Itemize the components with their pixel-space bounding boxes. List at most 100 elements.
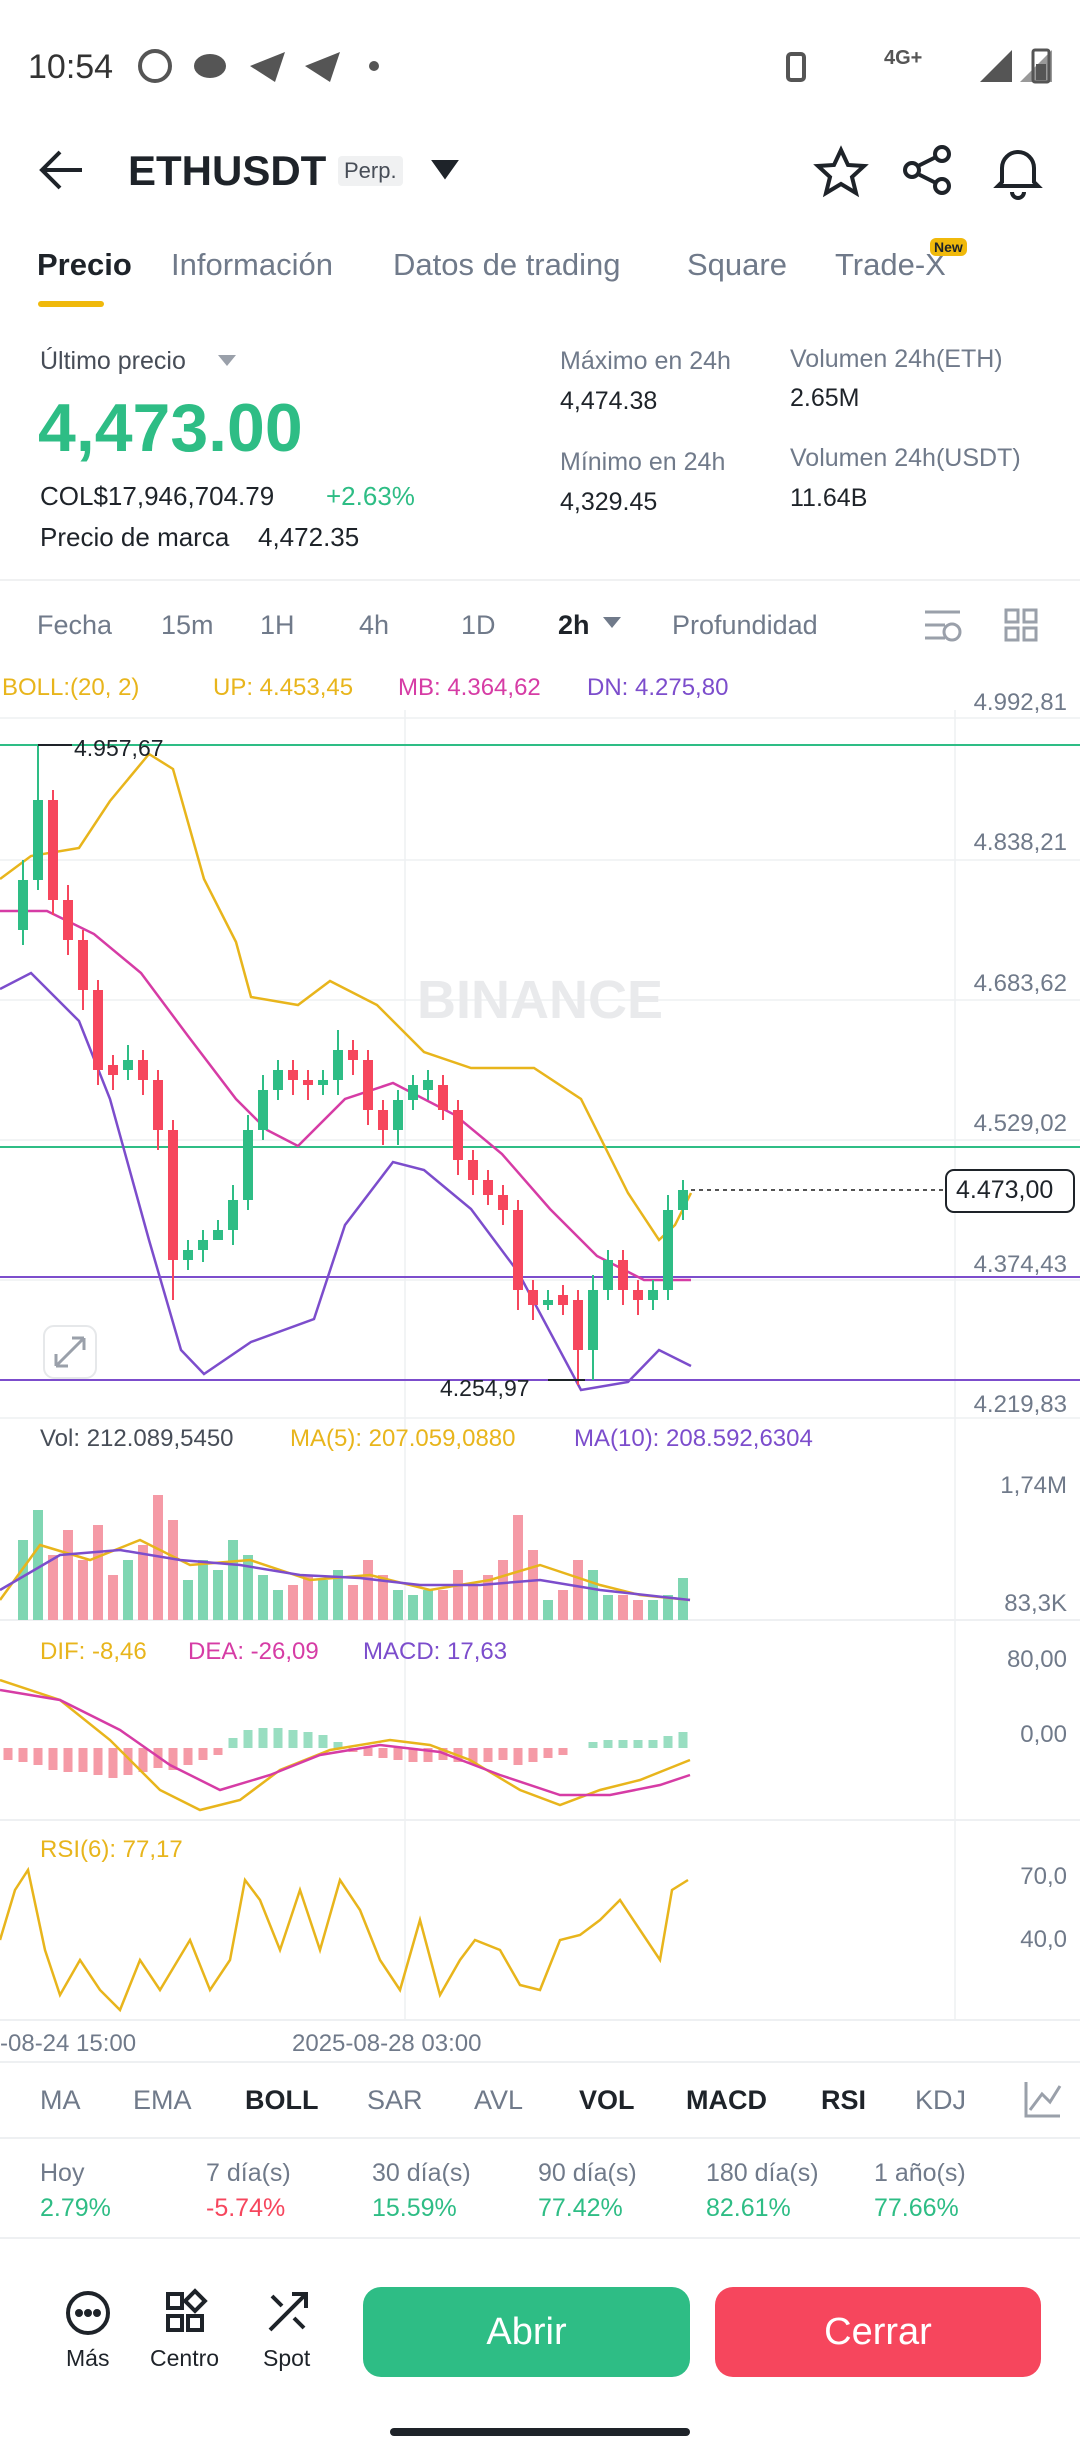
period: 180 día(s) — [706, 2159, 819, 2187]
tab-indicator — [38, 301, 104, 307]
macd-chart — [0, 1678, 1080, 1821]
price-chart: BINANCE — [0, 710, 1080, 2020]
boll-dn: DN: 4.275,80 — [587, 674, 729, 701]
vol-axis-label: 1,74M — [1000, 1472, 1067, 1499]
interval[interactable]: 15m — [161, 610, 214, 640]
header-icons[interactable] — [39, 145, 1043, 200]
price-axis-label: 4.219,83 — [973, 1391, 1067, 1418]
boll-up: UP: 4.453,45 — [213, 674, 354, 701]
tab[interactable]: Datos de trading — [393, 247, 621, 282]
period: 7 día(s) — [206, 2159, 291, 2187]
period: 30 día(s) — [372, 2159, 471, 2187]
period-change: 82.61% — [706, 2194, 791, 2222]
period-change: 77.66% — [874, 2194, 959, 2222]
status-network: 4G+ — [884, 47, 923, 69]
tab[interactable]: Trade-X — [835, 247, 946, 282]
stat-label: Máximo en 24h — [560, 347, 731, 375]
action-label[interactable]: Más — [66, 2345, 110, 2371]
price-axis-label: 4.529,02 — [973, 1110, 1067, 1137]
action-label[interactable]: Spot — [263, 2345, 311, 2371]
interval[interactable]: 1H — [260, 610, 295, 640]
high-label: 4.957,67 — [74, 735, 164, 761]
macd-dea: DEA: -26,09 — [188, 1638, 319, 1665]
tab[interactable]: Square — [687, 247, 787, 282]
stat-label: Volumen 24h(ETH) — [790, 345, 1003, 373]
current-price-tag: 4.473,00 — [956, 1176, 1054, 1204]
time-axis-label: -08-24 15:00 — [0, 2030, 137, 2057]
symbol[interactable]: ETHUSDT — [128, 147, 327, 194]
period-change: 77.42% — [538, 2194, 623, 2222]
status-icons — [138, 48, 1052, 84]
vol-ma10: MA(10): 208.592,6304 — [574, 1425, 813, 1452]
rsi-axis-label: 70,0 — [1020, 1863, 1067, 1890]
low-label: 4.254,97 — [440, 1375, 530, 1401]
stat-value: 4,474.38 — [560, 387, 658, 415]
price-axis-label: 4.838,21 — [973, 829, 1067, 856]
perp-badge: Perp. — [338, 156, 403, 186]
indicator[interactable]: MACD — [686, 2085, 767, 2115]
dropdown-arrow — [218, 355, 236, 366]
interval[interactable]: Fecha — [37, 610, 113, 640]
indicator[interactable]: AVL — [474, 2085, 524, 2115]
volume-chart — [0, 1495, 1080, 1621]
price-axis-label: 4.683,62 — [973, 970, 1067, 997]
period-change: -5.74% — [206, 2194, 286, 2222]
tab[interactable]: Información — [171, 247, 333, 282]
fiat-price: COL$17,946,704.79 — [40, 481, 275, 511]
interval[interactable]: 1D — [461, 610, 496, 640]
indicator[interactable]: EMA — [133, 2085, 192, 2115]
macd-dif: DIF: -8,46 — [40, 1638, 147, 1665]
boll-label: BOLL:(20, 2) — [2, 674, 140, 701]
open-button[interactable]: Abrir — [363, 2287, 690, 2377]
indicator-settings[interactable] — [1024, 2082, 1062, 2118]
indicator[interactable]: VOL — [579, 2085, 635, 2115]
rsi-axis-label: 40,0 — [1020, 1926, 1067, 1953]
last-price: 4,473.00 — [38, 390, 303, 466]
macd-axis-label: 0,00 — [1020, 1721, 1067, 1748]
stat-label: Mínimo en 24h — [560, 448, 726, 476]
vol-ma5: MA(5): 207.059,0880 — [290, 1425, 516, 1452]
vol-axis-label: 83,3K — [1004, 1590, 1067, 1617]
interval[interactable]: Profundidad — [672, 610, 818, 640]
vol-label: Vol: 212.089,5450 — [40, 1425, 234, 1452]
mark-label: Precio de marca — [40, 522, 230, 552]
interval[interactable]: 4h — [359, 610, 390, 640]
period: 90 día(s) — [538, 2159, 637, 2187]
period: 1 año(s) — [874, 2159, 966, 2187]
interval[interactable]: 2h — [558, 610, 590, 640]
dropdown-arrow — [603, 617, 621, 628]
price-change: +2.63% — [326, 481, 415, 511]
indicator[interactable]: SAR — [367, 2085, 423, 2115]
rsi-label: RSI(6): 77,17 — [40, 1836, 183, 1863]
indicator[interactable]: BOLL — [245, 2085, 319, 2115]
price-axis-label: 4.992,81 — [973, 689, 1067, 716]
stat-value: 11.64B — [790, 484, 868, 512]
period-change: 2.79% — [40, 2194, 111, 2222]
period: Hoy — [40, 2159, 85, 2187]
macd-value: MACD: 17,63 — [363, 1638, 508, 1665]
tab[interactable]: Precio — [37, 247, 132, 282]
indicator[interactable]: RSI — [821, 2085, 867, 2115]
price-axis-label: 4.374,43 — [973, 1251, 1067, 1278]
indicator[interactable]: MA — [40, 2085, 81, 2115]
mark-price: 4,472.35 — [258, 522, 360, 552]
new-badge: New — [930, 238, 967, 256]
stat-value: 2.65M — [790, 384, 860, 412]
home-indicator — [390, 2428, 690, 2436]
stat-label: Volumen 24h(USDT) — [790, 444, 1021, 472]
watermark: BINANCE — [417, 970, 663, 1030]
bottom-icons[interactable] — [66, 2288, 308, 2335]
price-label: Último precio — [40, 347, 186, 375]
chart-tool-icons[interactable] — [925, 608, 1038, 642]
close-button[interactable]: Cerrar — [715, 2287, 1041, 2377]
rsi-chart — [0, 1866, 1080, 2021]
indicator[interactable]: KDJ — [915, 2085, 967, 2115]
stat-value: 4,329.45 — [560, 488, 658, 516]
action-label[interactable]: Centro — [150, 2345, 220, 2371]
macd-axis-label: 80,00 — [1006, 1646, 1067, 1673]
boll-mb: MB: 4.364,62 — [398, 674, 541, 701]
status-time: 10:54 — [28, 48, 114, 86]
time-axis-label: 2025-08-28 03:00 — [292, 2030, 482, 2057]
